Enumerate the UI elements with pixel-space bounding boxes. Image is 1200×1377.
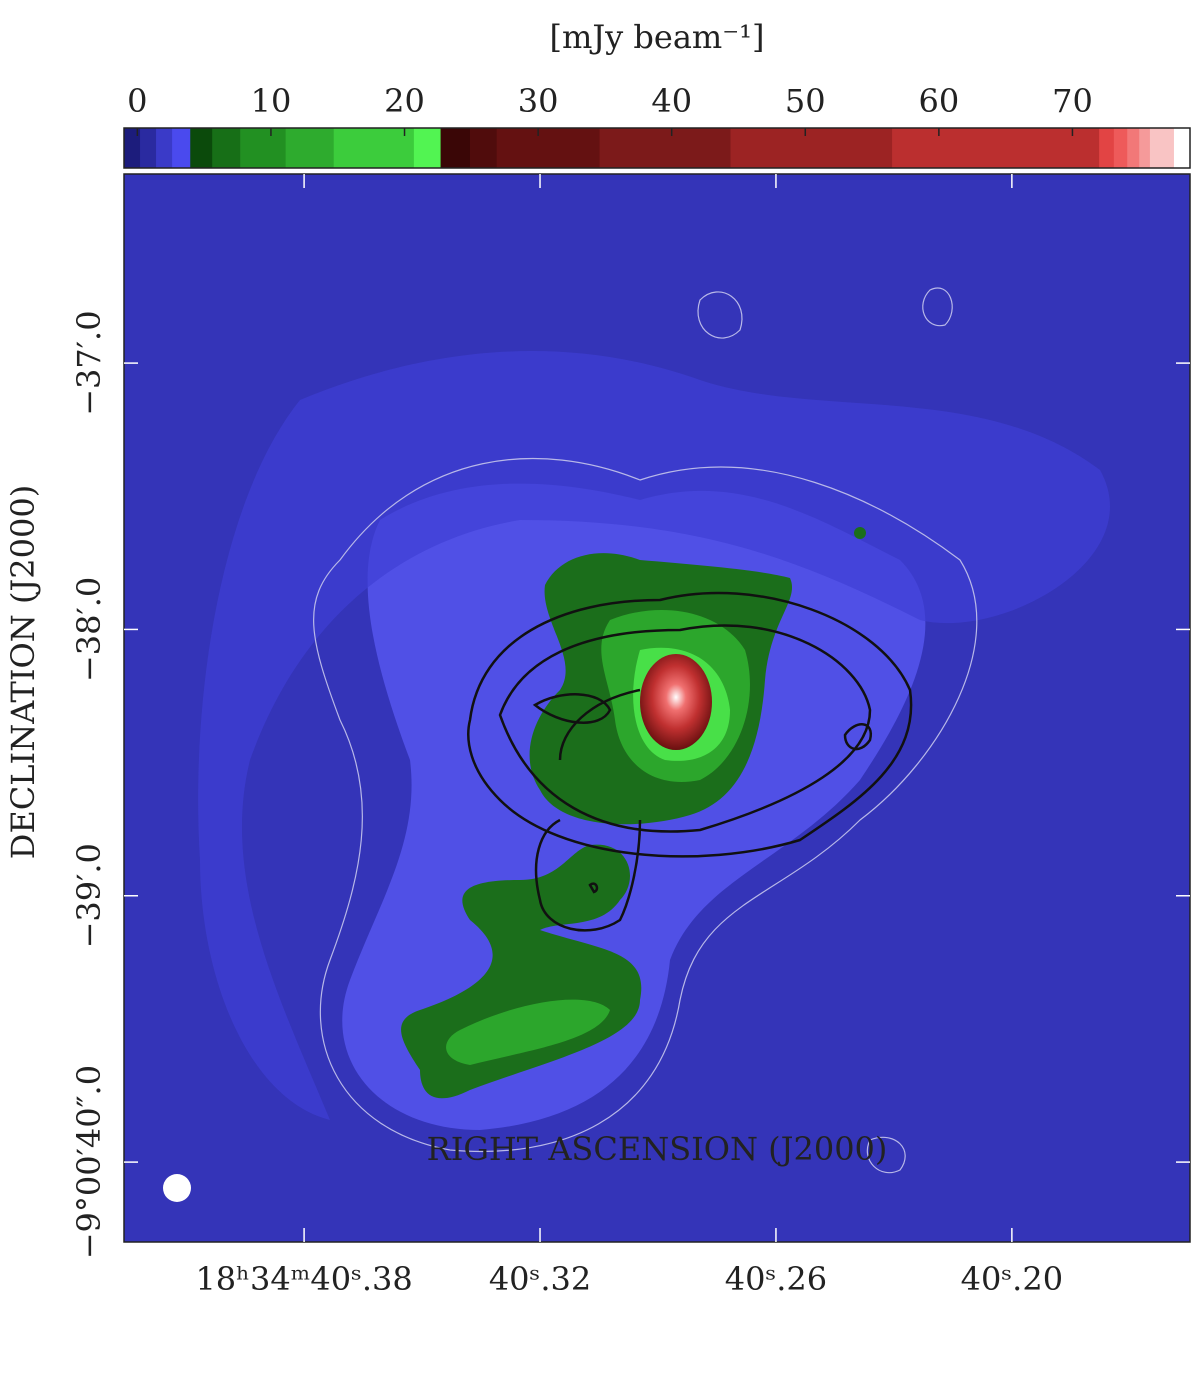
y-tick-label: −39′.0 [70, 843, 108, 948]
image [124, 174, 1190, 1242]
x-axis-title: RIGHT ASCENSION (J2000) [427, 1130, 888, 1168]
colorbar-segment [172, 128, 191, 168]
colorbar-label: [mJy beam⁻¹] [550, 18, 765, 56]
colorbar-segment [1173, 128, 1191, 168]
y-tick-label: −9°00′40″.0 [70, 1065, 108, 1259]
colorbar-segment [1139, 128, 1151, 168]
plot-frame [123, 173, 1191, 1243]
colorbar-tick-label: 30 [518, 82, 559, 120]
colorbar-segment [440, 128, 471, 168]
x-tick-label: 18ʰ34ᵐ40ˢ.38 [195, 1260, 412, 1298]
colorbar-segment [190, 128, 213, 168]
colorbar-segment [730, 128, 893, 168]
colorbar-segment [1149, 128, 1175, 168]
colorbar-segment [285, 128, 335, 168]
colorbar-tick-label: 40 [651, 82, 692, 120]
colorbar-tick-label: 0 [127, 82, 147, 120]
colorbar-segment [892, 128, 1100, 168]
colorbar-tick-label: 10 [251, 82, 292, 120]
colorbar-segment [212, 128, 241, 168]
colorbar-segment [240, 128, 287, 168]
colorbar-segment [413, 128, 442, 168]
colorbar-segment [469, 128, 498, 168]
colorbar-segment [1113, 128, 1128, 168]
colorbar-segment [124, 128, 141, 168]
x-tick-label: 40ˢ.26 [725, 1260, 827, 1298]
y-tick-label: −38′.0 [70, 577, 108, 682]
colorbar-tick-label: 50 [785, 82, 826, 120]
colorbar-frame [123, 127, 1191, 169]
colorbar-tick-label: 20 [384, 82, 425, 120]
colorbar-segment [140, 128, 157, 168]
colorbar-tick-label: 60 [919, 82, 960, 120]
colorbar-segment [156, 128, 173, 168]
y-tick-label: −37′.0 [70, 310, 108, 415]
colorbar-segment [599, 128, 731, 168]
colorbar-segment [1127, 128, 1140, 168]
x-tick-label: 40ˢ.20 [961, 1260, 1063, 1298]
colorbar-segment [333, 128, 415, 168]
y-axis-title: DECLINATION (J2000) [4, 485, 42, 859]
colorbar-segment [1099, 128, 1115, 168]
colorbar-segment [496, 128, 601, 168]
x-tick-label: 40ˢ.32 [489, 1260, 591, 1298]
colorbar-tick-label: 70 [1052, 82, 1093, 120]
